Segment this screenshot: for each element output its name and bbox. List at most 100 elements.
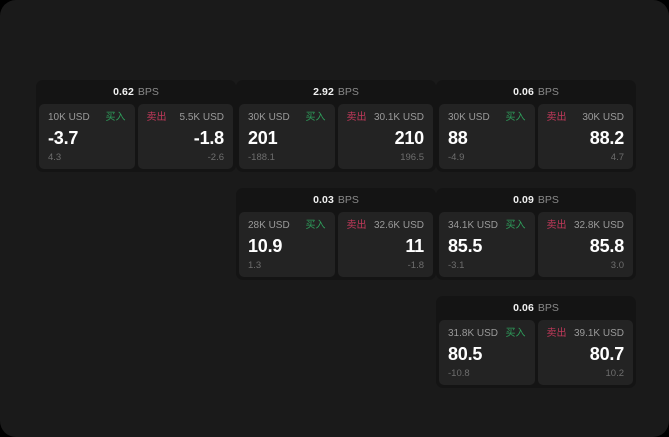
buy-side-tag: 买入 <box>505 328 526 339</box>
spread-unit: BPS <box>537 193 559 206</box>
spread-value: 0.06 <box>513 301 534 314</box>
sell-main-value: 85.8 <box>589 236 624 257</box>
sell-side-tag: 卖出 <box>546 328 567 339</box>
sell-panel-header: 卖出 32.8K USD <box>547 220 625 232</box>
spread-value: 2.92 <box>313 85 334 98</box>
sell-panel[interactable]: 卖出 32.8K USD 85.8 3.0 <box>537 212 633 277</box>
sell-main-value: -1.8 <box>193 128 224 149</box>
spread-unit: BPS <box>537 85 559 98</box>
sell-size-label: 30K USD <box>582 112 624 123</box>
spread-card[interactable]: 0.62 BPS 10K USD 买入 -3.7 4.3 卖出 <box>36 80 236 172</box>
buy-panel[interactable]: 30K USD 买入 201 -188.1 <box>239 104 335 169</box>
buy-side-tag: 买入 <box>105 112 126 123</box>
spread-card[interactable]: 0.06 BPS 31.8K USD 买入 80.5 -10.8 卖 <box>436 296 636 388</box>
sell-panel-header: 卖出 5.5K USD <box>147 112 225 124</box>
sell-footer-value: -2.6 <box>207 151 224 163</box>
spread-value: 0.09 <box>513 193 534 206</box>
buy-main-value: -3.7 <box>48 128 79 149</box>
sell-side-tag: 卖出 <box>146 112 167 123</box>
buy-side-tag: 买入 <box>505 220 526 231</box>
buy-main-value: 85.5 <box>448 236 483 257</box>
buy-panel[interactable]: 34.1K USD 买入 85.5 -3.1 <box>439 212 535 277</box>
sell-size-label: 30.1K USD <box>373 112 424 123</box>
buy-panel-header: 30K USD 买入 <box>248 112 326 124</box>
buy-size-label: 28K USD <box>248 220 290 231</box>
buy-main-value: 88 <box>448 128 468 149</box>
buy-footer-value: -188.1 <box>248 151 275 163</box>
buy-panel-header: 31.8K USD 买入 <box>448 328 526 340</box>
sell-panel-header: 卖出 30K USD <box>547 112 625 124</box>
buy-panel[interactable]: 28K USD 买入 10.9 1.3 <box>239 212 335 277</box>
buy-footer-value: -3.1 <box>448 259 465 271</box>
buy-panel-header: 10K USD 买入 <box>48 112 126 124</box>
buy-footer-value: -10.8 <box>448 367 470 379</box>
spread-card[interactable]: 2.92 BPS 30K USD 买入 201 -188.1 卖出 <box>236 80 436 172</box>
buy-panel[interactable]: 30K USD 买入 88 -4.9 <box>439 104 535 169</box>
sell-panel-header: 卖出 32.6K USD <box>347 220 425 232</box>
sell-side-tag: 卖出 <box>346 220 367 231</box>
sell-size-label: 5.5K USD <box>179 112 224 123</box>
spread-value: 0.06 <box>513 85 534 98</box>
spread-unit: BPS <box>537 301 559 314</box>
sell-size-label: 32.8K USD <box>573 220 624 231</box>
spread-value: 0.62 <box>113 85 134 98</box>
buy-main-value: 80.5 <box>448 344 483 365</box>
card-header: 0.09 BPS <box>436 188 636 212</box>
buy-size-label: 30K USD <box>248 112 290 123</box>
sell-footer-value: 10.2 <box>605 367 625 379</box>
sell-footer-value: 196.5 <box>400 151 424 163</box>
card-panels: 30K USD 买入 201 -188.1 卖出 30.1K USD 210 1… <box>236 104 436 172</box>
spread-card[interactable]: 0.03 BPS 28K USD 买入 10.9 1.3 卖出 <box>236 188 436 280</box>
sell-main-value: 80.7 <box>589 344 624 365</box>
card-header: 0.03 BPS <box>236 188 436 212</box>
sell-panel[interactable]: 卖出 39.1K USD 80.7 10.2 <box>537 320 633 385</box>
spread-unit: BPS <box>337 85 359 98</box>
sell-main-value: 210 <box>394 128 425 149</box>
card-panels: 28K USD 买入 10.9 1.3 卖出 32.6K USD 11 -1.8 <box>236 212 436 280</box>
buy-footer-value: 4.3 <box>48 151 62 163</box>
sell-side-tag: 卖出 <box>546 112 567 123</box>
buy-size-label: 34.1K USD <box>448 220 499 231</box>
sell-footer-value: 3.0 <box>610 259 624 271</box>
sell-panel[interactable]: 卖出 30.1K USD 210 196.5 <box>337 104 433 169</box>
sell-panel-header: 卖出 39.1K USD <box>547 328 625 340</box>
buy-panel-header: 30K USD 买入 <box>448 112 526 124</box>
card-column-2: 2.92 BPS 30K USD 买入 201 -188.1 卖出 <box>236 80 436 280</box>
sell-footer-value: 4.7 <box>610 151 624 163</box>
sell-size-label: 32.6K USD <box>373 220 424 231</box>
card-panels: 31.8K USD 买入 80.5 -10.8 卖出 39.1K USD 80.… <box>436 320 636 388</box>
spread-card-grid: 0.62 BPS 10K USD 买入 -3.7 4.3 卖出 <box>36 80 636 388</box>
buy-panel-header: 34.1K USD 买入 <box>448 220 526 232</box>
buy-footer-value: -4.9 <box>448 151 465 163</box>
buy-main-value: 201 <box>248 128 278 149</box>
buy-panel-header: 28K USD 买入 <box>248 220 326 232</box>
spread-unit: BPS <box>337 193 359 206</box>
card-panels: 10K USD 买入 -3.7 4.3 卖出 5.5K USD -1.8 -2.… <box>36 104 236 172</box>
spread-card[interactable]: 0.06 BPS 30K USD 买入 88 -4.9 卖出 <box>436 80 636 172</box>
buy-size-label: 31.8K USD <box>448 328 499 339</box>
sell-panel[interactable]: 卖出 30K USD 88.2 4.7 <box>537 104 633 169</box>
spread-card[interactable]: 0.09 BPS 34.1K USD 买入 85.5 -3.1 卖出 <box>436 188 636 280</box>
sell-side-tag: 卖出 <box>346 112 367 123</box>
spread-unit: BPS <box>137 85 159 98</box>
sell-size-label: 39.1K USD <box>573 328 624 339</box>
buy-side-tag: 买入 <box>305 112 326 123</box>
card-header: 0.06 BPS <box>436 296 636 320</box>
buy-side-tag: 买入 <box>305 220 326 231</box>
sell-main-value: 11 <box>405 236 424 257</box>
sell-panel[interactable]: 卖出 5.5K USD -1.8 -2.6 <box>137 104 233 169</box>
card-panels: 30K USD 买入 88 -4.9 卖出 30K USD 88.2 4.7 <box>436 104 636 172</box>
buy-size-label: 10K USD <box>48 112 90 123</box>
buy-main-value: 10.9 <box>248 236 283 257</box>
buy-panel[interactable]: 10K USD 买入 -3.7 4.3 <box>39 104 135 169</box>
card-header: 0.62 BPS <box>36 80 236 104</box>
buy-side-tag: 买入 <box>505 112 526 123</box>
buy-panel[interactable]: 31.8K USD 买入 80.5 -10.8 <box>439 320 535 385</box>
card-column-1: 0.62 BPS 10K USD 买入 -3.7 4.3 卖出 <box>36 80 236 172</box>
sell-panel[interactable]: 卖出 32.6K USD 11 -1.8 <box>337 212 433 277</box>
card-column-3: 0.06 BPS 30K USD 买入 88 -4.9 卖出 <box>436 80 636 388</box>
sell-main-value: 88.2 <box>589 128 624 149</box>
card-header: 0.06 BPS <box>436 80 636 104</box>
sell-panel-header: 卖出 30.1K USD <box>347 112 425 124</box>
